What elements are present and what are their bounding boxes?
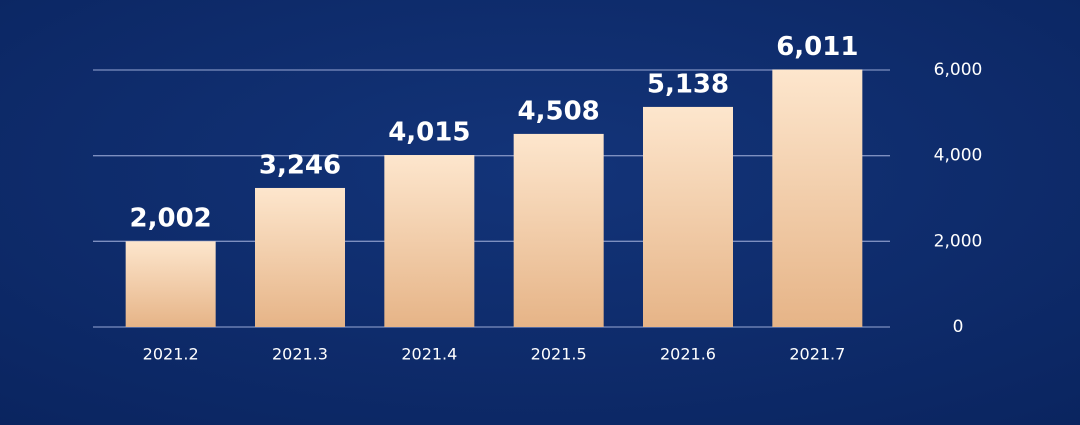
bar [513, 133, 604, 327]
y-tick-label: 2,000 [934, 231, 983, 251]
x-tick-label: 2021.6 [660, 345, 716, 364]
x-tick-label: 2021.3 [272, 345, 328, 364]
value-label: 4,015 [388, 118, 470, 148]
bar [255, 187, 345, 327]
value-label: 2,002 [130, 204, 212, 234]
y-tick-label: 4,000 [934, 146, 983, 166]
bar [772, 69, 863, 327]
bar [384, 155, 475, 327]
x-tick-label: 2021.4 [401, 345, 457, 364]
value-label: 4,508 [518, 96, 600, 126]
bar [125, 241, 216, 327]
y-tick-label: 6,000 [934, 60, 983, 80]
value-label: 5,138 [647, 69, 729, 99]
bar [643, 106, 733, 327]
x-tick-label: 2021.2 [143, 345, 199, 364]
value-label: 3,246 [259, 150, 341, 180]
y-tick-label: 0 [953, 317, 964, 337]
x-tick-label: 2021.5 [531, 345, 587, 364]
value-label: 6,011 [776, 32, 858, 62]
x-tick-label: 2021.7 [789, 345, 845, 364]
